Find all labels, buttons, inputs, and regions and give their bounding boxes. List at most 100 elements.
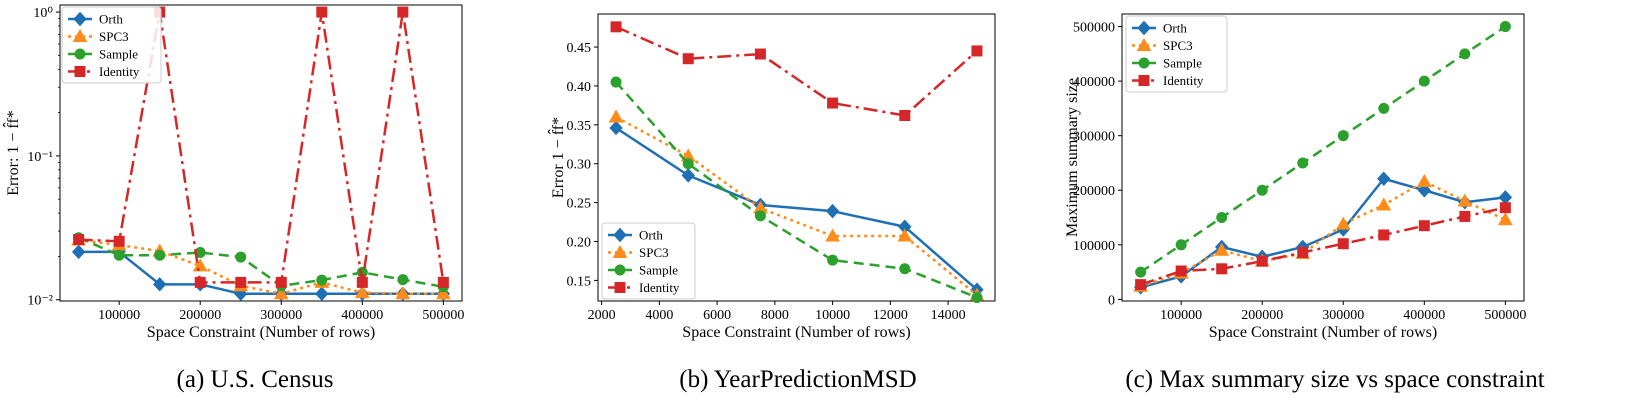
legend-marker bbox=[613, 227, 627, 243]
legend-marker bbox=[72, 28, 88, 42]
data-point bbox=[682, 158, 694, 170]
legend-label: SPC3 bbox=[639, 245, 669, 260]
x-tick-label: 100000 bbox=[98, 308, 140, 323]
series-spc3 bbox=[1133, 173, 1513, 292]
legend-label: Identity bbox=[99, 64, 140, 79]
y-axis-label: Maximum summary size bbox=[1064, 78, 1081, 237]
legend-marker bbox=[612, 244, 628, 258]
series-sample bbox=[1135, 21, 1511, 278]
data-point bbox=[356, 276, 368, 288]
data-point bbox=[899, 110, 911, 121]
data-point bbox=[154, 249, 166, 261]
data-point bbox=[1498, 212, 1513, 226]
legend-label: Orth bbox=[639, 228, 663, 243]
series-line bbox=[615, 115, 978, 297]
data-point bbox=[1214, 242, 1230, 256]
legend: Orth SPC3 Sample Identity bbox=[61, 6, 162, 84]
legend-label: Identity bbox=[639, 280, 680, 295]
data-point bbox=[1376, 197, 1392, 211]
series-line bbox=[1139, 25, 1507, 274]
data-point bbox=[235, 251, 247, 263]
legend-label: SPC3 bbox=[1163, 38, 1193, 53]
chart-2: 100000 200000 300000 400000 500000 0 100000 200… bbox=[1064, 13, 1545, 393]
legend-marker bbox=[74, 48, 86, 60]
data-point bbox=[1175, 239, 1187, 251]
data-point bbox=[827, 254, 839, 266]
x-tick-label: 400000 bbox=[341, 308, 383, 323]
series-line bbox=[1140, 206, 1506, 286]
legend-marker bbox=[1136, 37, 1152, 51]
x-tick-label: 200000 bbox=[179, 308, 221, 323]
legend-box bbox=[601, 222, 696, 300]
data-point bbox=[397, 6, 409, 18]
legend-label: Identity bbox=[1163, 73, 1204, 88]
x-tick-label: 2000 bbox=[588, 308, 616, 323]
series-spc3 bbox=[71, 232, 451, 300]
data-point bbox=[1457, 193, 1473, 207]
data-point bbox=[275, 276, 287, 288]
series-line bbox=[78, 250, 444, 296]
data-point bbox=[71, 244, 86, 260]
legend-box bbox=[1125, 15, 1228, 93]
legend-label: Orth bbox=[1163, 21, 1187, 36]
series-line bbox=[615, 81, 978, 299]
y-tick-label: 300000 bbox=[1073, 130, 1115, 145]
data-point bbox=[610, 21, 622, 33]
legend-label: SPC3 bbox=[99, 29, 129, 44]
x-tick-label: 200000 bbox=[1241, 308, 1283, 323]
data-point bbox=[754, 210, 766, 222]
chart-1: 2000 4000 6000 8000 10000 12000 14000 0.15 0.20 0… bbox=[547, 13, 996, 393]
data-point bbox=[1256, 184, 1268, 196]
data-point bbox=[1498, 190, 1513, 205]
data-point bbox=[609, 120, 623, 136]
series-line bbox=[615, 126, 978, 291]
data-point bbox=[608, 109, 624, 123]
legend-label: Sample bbox=[1163, 56, 1202, 71]
data-point bbox=[113, 249, 125, 261]
data-point bbox=[354, 285, 370, 299]
data-point bbox=[1335, 216, 1351, 230]
data-point bbox=[153, 277, 167, 292]
legend-marker bbox=[614, 264, 626, 276]
data-point bbox=[1175, 265, 1187, 277]
x-tick-label: 300000 bbox=[1322, 308, 1364, 323]
y-tick-label: 0.40 bbox=[567, 80, 592, 95]
x-tick-label: 8000 bbox=[761, 308, 789, 323]
data-point bbox=[899, 263, 911, 275]
data-point bbox=[971, 45, 983, 57]
data-point bbox=[1378, 229, 1390, 241]
y-axis-label: Error: 1 − f̂f* bbox=[2, 110, 22, 196]
data-point bbox=[827, 97, 839, 109]
y-tick-label: 10⁻² bbox=[27, 294, 53, 309]
data-point bbox=[682, 53, 694, 65]
x-axis-label: Space Constraint (Number of rows) bbox=[1209, 324, 1437, 341]
chart-caption: (b) YearPredictionMSD bbox=[679, 366, 917, 393]
legend-box bbox=[61, 6, 162, 84]
series-identity bbox=[610, 21, 983, 121]
data-point bbox=[113, 235, 125, 247]
series-line bbox=[78, 238, 444, 296]
chart-caption: (a) U.S. Census bbox=[177, 366, 334, 393]
data-point bbox=[1459, 210, 1471, 222]
data-point bbox=[1135, 279, 1147, 291]
y-tick-label: 0.30 bbox=[567, 158, 592, 173]
legend-marker bbox=[1138, 57, 1150, 69]
x-axis-label: Space Constraint (Number of rows) bbox=[147, 324, 375, 341]
data-point bbox=[1297, 246, 1309, 258]
data-point bbox=[681, 168, 695, 183]
x-tick-label: 6000 bbox=[703, 308, 731, 323]
legend-marker bbox=[74, 66, 86, 77]
x-axis-label: Space Constraint (Number of rows) bbox=[682, 324, 910, 341]
data-point bbox=[1499, 21, 1511, 33]
data-point bbox=[897, 228, 913, 242]
legend-marker bbox=[614, 282, 626, 293]
series-identity bbox=[1135, 202, 1511, 291]
data-point bbox=[397, 274, 409, 286]
data-point bbox=[1418, 220, 1430, 232]
data-point bbox=[316, 6, 328, 18]
x-tick-label: 400000 bbox=[1403, 308, 1445, 323]
data-point bbox=[1256, 255, 1268, 267]
series-orth bbox=[1133, 171, 1513, 295]
y-tick-label: 100000 bbox=[1073, 239, 1115, 254]
y-tick-label: 0.35 bbox=[567, 119, 592, 134]
